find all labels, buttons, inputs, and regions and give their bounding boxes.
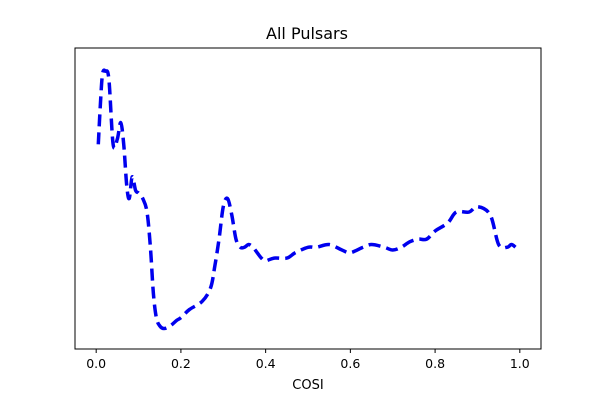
chart-title: All Pulsars [266, 24, 348, 43]
x-tick-label: 0.0 [86, 356, 106, 371]
x-tick-label: 0.2 [171, 356, 191, 371]
x-axis-ticks: 0.0 0.2 0.4 0.6 0.8 1.0 [86, 349, 530, 371]
x-tick-label: 1.0 [510, 356, 530, 371]
x-tick-label: 0.6 [340, 356, 360, 371]
x-axis-label: COSI [292, 378, 323, 393]
plot-area [96, 68, 520, 331]
x-tick-label: 0.8 [425, 356, 445, 371]
plot-frame [74, 47, 542, 350]
series-line-0 [96, 68, 520, 331]
x-tick-label: 0.4 [256, 356, 276, 371]
